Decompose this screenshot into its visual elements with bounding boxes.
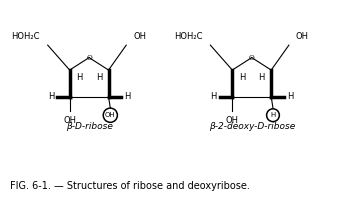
Text: H: H xyxy=(48,92,54,101)
Text: OH: OH xyxy=(105,112,116,118)
Text: H: H xyxy=(96,73,102,82)
Text: OH: OH xyxy=(63,116,76,125)
Text: O: O xyxy=(249,54,255,62)
Text: H: H xyxy=(76,73,82,82)
Text: HOH₂C: HOH₂C xyxy=(11,32,40,41)
Text: OH: OH xyxy=(226,116,239,125)
Text: H: H xyxy=(239,73,245,82)
Text: β-2-deoxy-D-ribose: β-2-deoxy-D-ribose xyxy=(209,123,295,131)
Text: OH: OH xyxy=(296,32,309,41)
Text: H: H xyxy=(287,92,293,101)
Text: H: H xyxy=(258,73,265,82)
Text: OH: OH xyxy=(133,32,146,41)
Text: FIG. 6-1. — Structures of ribose and deoxyribose.: FIG. 6-1. — Structures of ribose and deo… xyxy=(10,181,250,191)
Text: O: O xyxy=(86,54,92,62)
Text: H: H xyxy=(124,92,131,101)
Text: HOH₂C: HOH₂C xyxy=(174,32,202,41)
Text: β-D-ribose: β-D-ribose xyxy=(66,123,113,131)
Text: H: H xyxy=(271,112,275,118)
Text: H: H xyxy=(211,92,217,101)
